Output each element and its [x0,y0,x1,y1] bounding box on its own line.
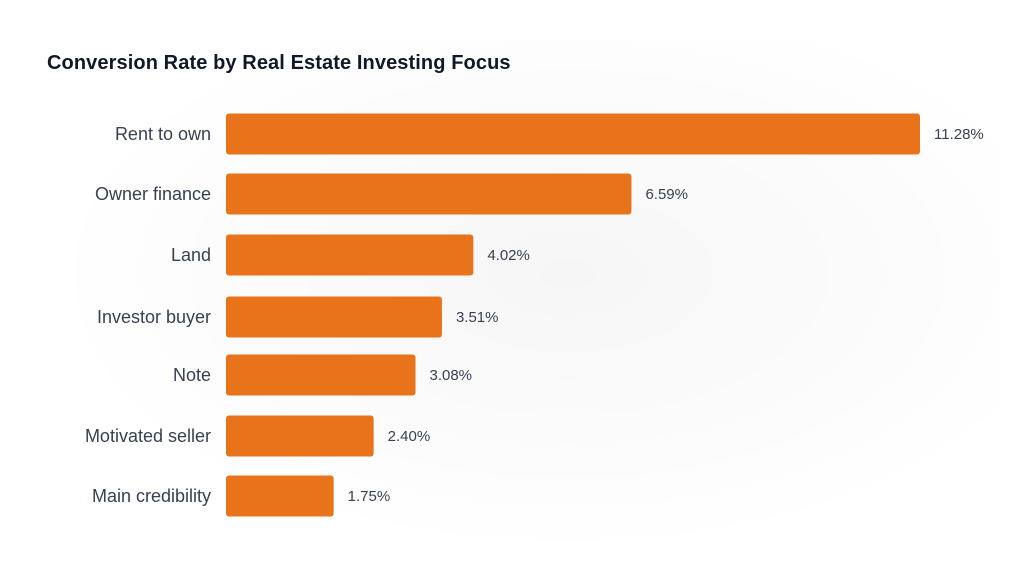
bar-row: Investor buyer 3.51% [97,296,499,338]
bar [226,475,334,517]
category-label: Main credibility [92,486,211,506]
chart-title: Conversion Rate by Real Estate Investing… [47,52,511,74]
category-label: Owner finance [95,184,211,204]
bar-row: Motivated seller 2.40% [85,415,431,457]
value-label: 1.75% [348,488,391,505]
bar [226,415,374,457]
value-label: 3.51% [456,309,499,326]
category-label: Rent to own [115,124,211,144]
bar-row: Main credibility 1.75% [92,475,391,517]
value-label: 6.59% [645,186,688,203]
bar [226,113,920,155]
category-label: Investor buyer [97,307,211,327]
value-label: 3.08% [429,367,472,384]
bar [226,354,416,396]
bar [226,173,632,215]
bar-row: Rent to own 11.28% [115,113,984,155]
bar [226,234,474,276]
bar-row: Note 3.08% [173,354,472,396]
value-label: 4.02% [487,247,530,264]
category-label: Note [173,365,211,385]
bar-row: Land 4.02% [171,234,530,276]
category-label: Motivated seller [85,426,211,446]
category-label: Land [171,245,211,265]
value-label: 11.28% [934,126,984,143]
value-label: 2.40% [388,428,431,445]
bar [226,296,442,338]
bar-row: Owner finance 6.59% [95,173,688,215]
